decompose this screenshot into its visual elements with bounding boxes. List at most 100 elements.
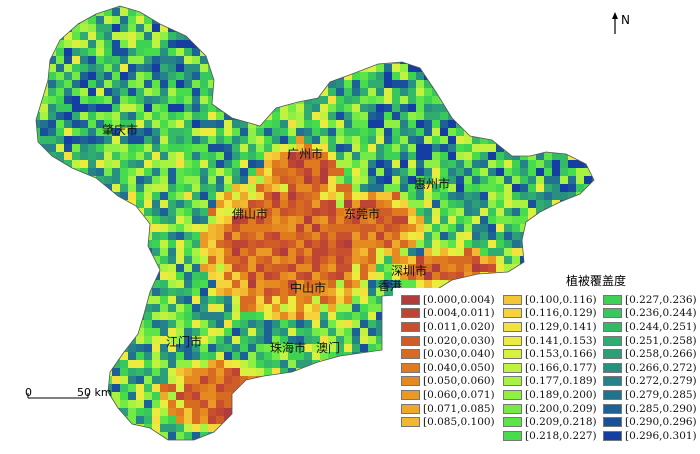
- vegetation-cell: [304, 216, 312, 224]
- vegetation-cell: [8, 440, 16, 448]
- vegetation-cell: [288, 352, 296, 360]
- vegetation-cell: [168, 16, 176, 24]
- vegetation-cell: [432, 192, 440, 200]
- vegetation-cell: [248, 224, 256, 232]
- vegetation-cell: [296, 16, 304, 24]
- vegetation-cell: [216, 416, 224, 424]
- vegetation-cell: [120, 240, 128, 248]
- vegetation-cell: [176, 392, 184, 400]
- vegetation-cell: [56, 32, 64, 40]
- vegetation-cell: [56, 128, 64, 136]
- vegetation-cell: [464, 128, 472, 136]
- vegetation-cell: [168, 56, 176, 64]
- vegetation-cell: [128, 152, 136, 160]
- vegetation-cell: [512, 32, 520, 40]
- vegetation-cell: [248, 88, 256, 96]
- vegetation-cell: [176, 248, 184, 256]
- vegetation-cell: [272, 112, 280, 120]
- vegetation-cell: [112, 56, 120, 64]
- vegetation-cell: [360, 168, 368, 176]
- vegetation-cell: [360, 6, 368, 8]
- vegetation-cell: [304, 152, 312, 160]
- vegetation-cell: [36, 64, 40, 72]
- vegetation-cell: [376, 376, 384, 384]
- vegetation-cell: [320, 432, 328, 440]
- vegetation-cell: [136, 120, 144, 128]
- vegetation-cell: [240, 352, 248, 360]
- legend-item: [0.040,0.050): [401, 361, 495, 375]
- vegetation-cell: [248, 448, 256, 454]
- vegetation-cell: [232, 184, 240, 192]
- vegetation-cell: [208, 192, 216, 200]
- vegetation-cell: [512, 168, 520, 176]
- vegetation-cell: [40, 160, 48, 168]
- vegetation-cell: [360, 200, 368, 208]
- vegetation-cell: [352, 384, 360, 392]
- vegetation-cell: [184, 384, 192, 392]
- vegetation-cell: [176, 384, 184, 392]
- vegetation-cell: [56, 272, 64, 280]
- vegetation-cell: [328, 160, 336, 168]
- vegetation-cell: [432, 72, 440, 80]
- vegetation-cell: [432, 168, 440, 176]
- vegetation-cell: [560, 144, 568, 152]
- vegetation-cell: [168, 152, 176, 160]
- vegetation-cell: [520, 176, 528, 184]
- vegetation-cell: [48, 24, 56, 32]
- vegetation-cell: [36, 184, 40, 192]
- vegetation-cell: [304, 56, 312, 64]
- vegetation-cell: [104, 208, 112, 216]
- legend-item: [0.100,0.116): [503, 293, 597, 307]
- vegetation-cell: [344, 440, 352, 448]
- vegetation-cell: [56, 440, 64, 448]
- legend-label: [0.030,0.040): [423, 348, 495, 361]
- vegetation-cell: [72, 6, 80, 8]
- vegetation-cell: [232, 216, 240, 224]
- vegetation-cell: [120, 152, 128, 160]
- vegetation-cell: [240, 56, 248, 64]
- vegetation-cell: [144, 336, 152, 344]
- vegetation-cell: [312, 80, 320, 88]
- legend-item: [0.050,0.060): [401, 375, 495, 389]
- vegetation-cell: [352, 208, 360, 216]
- vegetation-cell: [40, 104, 48, 112]
- vegetation-cell: [552, 88, 560, 96]
- vegetation-cell: [224, 312, 232, 320]
- vegetation-cell: [584, 120, 592, 128]
- vegetation-cell: [472, 168, 480, 176]
- vegetation-cell: [24, 56, 32, 64]
- vegetation-cell: [288, 416, 296, 424]
- vegetation-cell: [216, 120, 224, 128]
- vegetation-cell: [128, 88, 136, 96]
- vegetation-cell: [496, 24, 504, 32]
- vegetation-cell: [272, 176, 280, 184]
- vegetation-cell: [0, 120, 8, 128]
- vegetation-cell: [312, 160, 320, 168]
- vegetation-cell: [16, 352, 24, 360]
- vegetation-cell: [440, 64, 448, 72]
- vegetation-cell: [160, 264, 168, 272]
- vegetation-cell: [336, 176, 344, 184]
- vegetation-cell: [112, 8, 120, 16]
- vegetation-cell: [488, 216, 496, 224]
- vegetation-cell: [288, 328, 296, 336]
- vegetation-cell: [416, 208, 424, 216]
- vegetation-cell: [424, 96, 432, 104]
- vegetation-cell: [264, 392, 272, 400]
- vegetation-cell: [416, 248, 424, 256]
- vegetation-cell: [168, 96, 176, 104]
- vegetation-cell: [392, 120, 400, 128]
- vegetation-cell: [344, 336, 352, 344]
- vegetation-cell: [152, 376, 160, 384]
- city-label-foshan: 佛山市: [232, 207, 269, 221]
- vegetation-cell: [304, 208, 312, 216]
- vegetation-cell: [248, 392, 256, 400]
- vegetation-cell: [16, 72, 24, 80]
- vegetation-cell: [320, 320, 328, 328]
- vegetation-cell: [520, 64, 528, 72]
- vegetation-cell: [96, 80, 104, 88]
- vegetation-cell: [512, 184, 520, 192]
- vegetation-cell: [72, 232, 80, 240]
- vegetation-cell: [36, 80, 40, 88]
- vegetation-cell: [184, 136, 192, 144]
